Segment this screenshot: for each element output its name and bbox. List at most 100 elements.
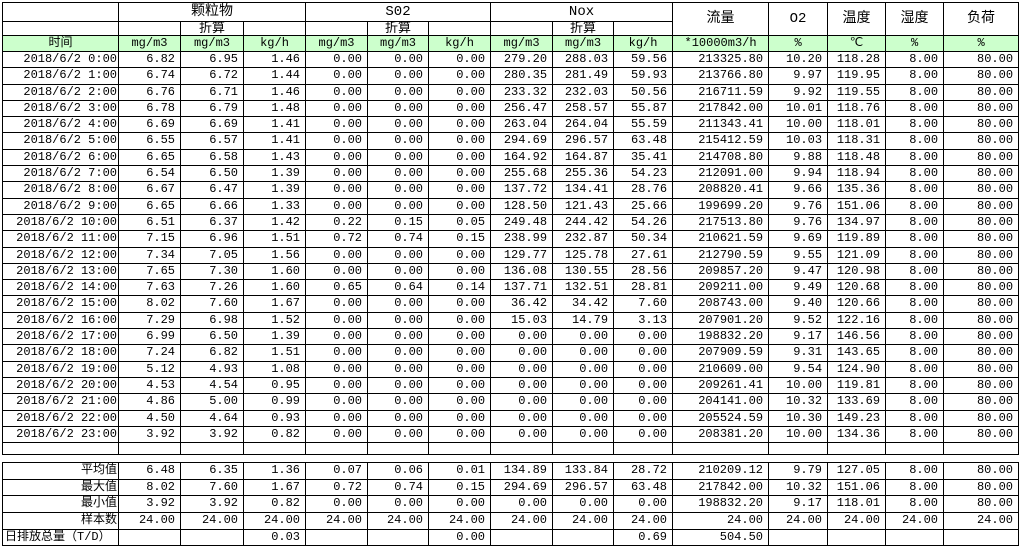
value-cell[interactable]: 25.66	[613, 197, 674, 215]
summary-value-cell[interactable]: 0.07	[305, 462, 368, 480]
summary-value-cell[interactable]: 80.00	[943, 462, 1019, 480]
summary-value-cell[interactable]: 24.00	[180, 511, 244, 530]
value-cell[interactable]: 55.87	[613, 99, 674, 118]
value-cell[interactable]: 80.00	[943, 132, 1020, 150]
value-cell[interactable]: 36.42	[490, 295, 554, 313]
value-cell[interactable]: 264.04	[552, 116, 615, 134]
summary-value-cell[interactable]: 6.35	[180, 462, 244, 480]
value-cell[interactable]: 0.00	[428, 165, 492, 183]
value-cell[interactable]: 9.66	[768, 181, 829, 199]
value-cell[interactable]: 9.49	[768, 279, 829, 297]
summary-value-cell[interactable]: 24.00	[428, 511, 491, 530]
value-cell[interactable]: 232.03	[552, 83, 615, 101]
value-cell[interactable]: 120.68	[827, 279, 887, 297]
value-cell[interactable]: 9.97	[768, 67, 829, 85]
value-cell[interactable]: 8.00	[885, 67, 945, 85]
value-cell[interactable]: 1.46	[242, 50, 307, 69]
value-cell[interactable]: 0.00	[367, 328, 430, 346]
summary-value-cell[interactable]: 118.01	[827, 495, 886, 513]
value-cell[interactable]: 9.52	[768, 311, 829, 330]
summary-value-cell[interactable]	[305, 528, 368, 547]
summary-value-cell[interactable]: 0.03	[243, 528, 306, 547]
value-cell[interactable]: 1.46	[242, 83, 307, 101]
time-cell[interactable]: 2018/6/2 23:00	[2, 425, 119, 444]
value-cell[interactable]: 0.14	[428, 279, 492, 297]
value-cell[interactable]: 208820.41	[672, 181, 770, 199]
unit-cell[interactable]: %	[885, 35, 945, 52]
value-cell[interactable]: 296.57	[552, 132, 615, 150]
blank-cell[interactable]	[885, 442, 945, 456]
value-cell[interactable]: 59.56	[613, 50, 674, 69]
value-cell[interactable]: 80.00	[943, 197, 1020, 215]
value-cell[interactable]: 0.00	[305, 165, 369, 183]
summary-value-cell[interactable]: 24.00	[367, 511, 429, 530]
header-group-nox[interactable]: Nox	[490, 2, 674, 22]
blank-cell[interactable]	[2, 442, 119, 456]
summary-value-cell[interactable]: 24.00	[243, 511, 306, 530]
value-cell[interactable]: 121.43	[552, 197, 615, 215]
value-cell[interactable]: 6.82	[180, 344, 244, 362]
summary-value-cell[interactable]	[180, 528, 244, 547]
unit-cell[interactable]: mg/m3	[180, 35, 244, 52]
value-cell[interactable]: 1.41	[242, 132, 307, 150]
value-cell[interactable]: 119.89	[827, 230, 887, 248]
value-cell[interactable]: 124.90	[827, 360, 887, 378]
value-cell[interactable]: 0.00	[305, 132, 369, 150]
value-cell[interactable]: 146.56	[827, 328, 887, 346]
summary-value-cell[interactable]: 3.92	[180, 495, 244, 513]
value-cell[interactable]: 8.00	[885, 99, 945, 118]
value-cell[interactable]: 59.93	[613, 67, 674, 85]
value-cell[interactable]: 136.08	[490, 262, 554, 281]
value-cell[interactable]: 118.76	[827, 99, 887, 118]
value-cell[interactable]: 0.82	[242, 425, 307, 444]
header-blank-cell[interactable]	[490, 21, 554, 36]
value-cell[interactable]: 0.65	[305, 279, 369, 297]
time-cell[interactable]: 2018/6/2 15:00	[2, 295, 119, 313]
value-cell[interactable]: 118.28	[827, 50, 887, 69]
value-cell[interactable]: 35.41	[613, 148, 674, 167]
value-cell[interactable]: 0.00	[428, 295, 492, 313]
value-cell[interactable]: 0.00	[367, 99, 430, 118]
value-cell[interactable]: 263.04	[490, 116, 554, 134]
value-cell[interactable]: 63.48	[613, 132, 674, 150]
value-cell[interactable]: 80.00	[943, 230, 1020, 248]
value-cell[interactable]: 8.00	[885, 83, 945, 101]
value-cell[interactable]: 80.00	[943, 311, 1020, 330]
value-cell[interactable]: 5.00	[180, 393, 244, 411]
value-cell[interactable]: 1.43	[242, 148, 307, 167]
value-cell[interactable]: 80.00	[943, 246, 1020, 264]
value-cell[interactable]: 209857.20	[672, 262, 770, 281]
summary-value-cell[interactable]	[490, 528, 553, 547]
value-cell[interactable]: 3.13	[613, 311, 674, 330]
value-cell[interactable]: 0.00	[428, 376, 492, 395]
value-cell[interactable]: 208743.00	[672, 295, 770, 313]
value-cell[interactable]: 0.00	[490, 409, 554, 427]
blank-cell[interactable]	[180, 442, 244, 456]
value-cell[interactable]: 137.72	[490, 181, 554, 199]
time-cell[interactable]: 2018/6/2 19:00	[2, 360, 119, 378]
value-cell[interactable]: 0.00	[367, 165, 430, 183]
value-cell[interactable]: 28.81	[613, 279, 674, 297]
value-cell[interactable]: 119.81	[827, 376, 887, 395]
value-cell[interactable]: 0.00	[305, 360, 369, 378]
value-cell[interactable]: 6.58	[180, 148, 244, 167]
blank-cell[interactable]	[118, 442, 181, 456]
value-cell[interactable]: 0.00	[552, 360, 615, 378]
value-cell[interactable]: 0.00	[428, 132, 492, 150]
value-cell[interactable]: 217842.00	[672, 99, 770, 118]
value-cell[interactable]: 0.00	[428, 181, 492, 199]
value-cell[interactable]: 8.00	[885, 311, 945, 330]
value-cell[interactable]: 4.53	[118, 376, 181, 395]
value-cell[interactable]: 7.60	[613, 295, 674, 313]
header-blank-cell[interactable]	[428, 21, 492, 36]
value-cell[interactable]: 118.48	[827, 148, 887, 167]
summary-value-cell[interactable]: 24.00	[552, 511, 614, 530]
summary-value-cell[interactable]: 0.00	[552, 495, 614, 513]
value-cell[interactable]: 213325.80	[672, 50, 770, 69]
value-cell[interactable]: 6.55	[118, 132, 181, 150]
summary-value-cell[interactable]: 6.48	[118, 462, 181, 480]
value-cell[interactable]: 207901.20	[672, 311, 770, 330]
summary-value-cell[interactable]: 24.00	[613, 511, 673, 530]
header-sub-nox-converted[interactable]: 折算	[552, 21, 615, 36]
value-cell[interactable]: 0.72	[305, 230, 369, 248]
